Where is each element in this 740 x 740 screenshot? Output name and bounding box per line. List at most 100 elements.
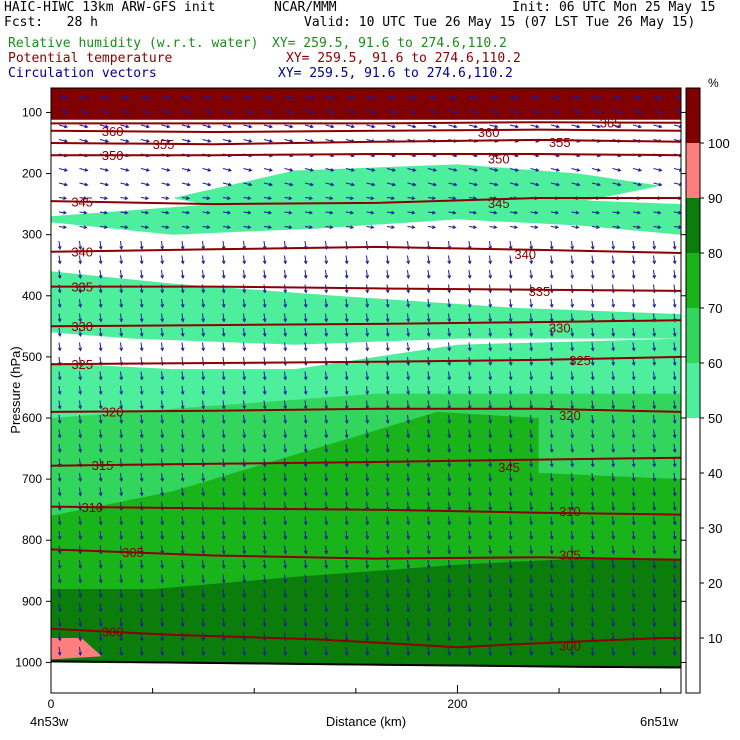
wind-vector xyxy=(99,574,102,583)
wind-vector xyxy=(202,95,211,99)
wind-vector-head xyxy=(590,652,595,657)
wind-vector-head xyxy=(303,449,308,454)
wind-vector-head xyxy=(283,608,288,613)
wind-vector-head xyxy=(303,304,308,309)
y-tick-label: 400 xyxy=(22,289,42,303)
wind-vector xyxy=(591,226,600,228)
wind-vector-head xyxy=(303,434,308,439)
wind-vector-head xyxy=(467,623,472,628)
wind-vector xyxy=(120,139,129,142)
wind-vector-head xyxy=(139,275,144,280)
wind-vector xyxy=(550,487,553,496)
wind-vector xyxy=(427,110,437,113)
wind-vector-head xyxy=(262,376,267,381)
wind-vector xyxy=(222,95,232,99)
wind-vector-head xyxy=(303,275,308,280)
wind-vector xyxy=(448,632,450,641)
wind-vector-head xyxy=(406,260,411,265)
wind-vector xyxy=(407,182,416,186)
wind-vector xyxy=(632,298,635,308)
wind-vector xyxy=(591,501,594,511)
wind-vector-head xyxy=(447,478,452,483)
wind-vector xyxy=(345,429,348,438)
wind-vector-head xyxy=(242,652,247,657)
wind-vector xyxy=(304,646,307,656)
wind-vector-head xyxy=(78,565,83,570)
wind-vector xyxy=(325,429,327,438)
wind-vector-head xyxy=(160,434,165,439)
wind-vector xyxy=(591,240,594,250)
wind-vector-head xyxy=(631,652,636,657)
wind-vector-head xyxy=(672,521,677,526)
wind-vector xyxy=(222,559,225,569)
wind-vector xyxy=(263,95,273,99)
wind-vector-head xyxy=(57,376,62,381)
wind-vector-head xyxy=(324,333,329,338)
wind-vector xyxy=(673,545,676,554)
wind-vector-head xyxy=(248,124,253,129)
wind-vector-head xyxy=(242,420,247,425)
wind-vector-head xyxy=(611,478,616,483)
wind-vector-head xyxy=(221,536,226,541)
wind-vector-head xyxy=(570,565,575,570)
wind-vector-head xyxy=(467,463,472,468)
wind-vector-head xyxy=(201,420,206,425)
wind-vector xyxy=(550,298,553,308)
wind-vector xyxy=(263,429,266,438)
wind-vector xyxy=(58,226,67,228)
wind-vector xyxy=(632,588,635,598)
wind-vector-head xyxy=(570,463,575,468)
wind-vector xyxy=(99,617,102,627)
wind-vector xyxy=(181,255,184,264)
wind-vector-head xyxy=(63,182,69,187)
wind-vector xyxy=(304,255,307,264)
wind-vector xyxy=(99,472,102,482)
wind-vector-head xyxy=(160,376,165,381)
wind-vector xyxy=(427,414,430,424)
wind-vector xyxy=(140,269,143,279)
wind-vector-head xyxy=(283,521,288,526)
field-theta-label: Potential temperature xyxy=(8,51,173,66)
wind-vector xyxy=(653,574,655,583)
isentrope-label: 345 xyxy=(498,460,520,475)
wind-vector-head xyxy=(535,168,540,172)
wind-vector-head xyxy=(535,110,540,114)
wind-vector-head xyxy=(637,110,643,114)
wind-vector xyxy=(427,501,430,511)
wind-vector xyxy=(632,385,635,395)
wind-vector-head xyxy=(283,623,288,628)
wind-vector-head xyxy=(98,579,103,584)
wind-vector-head xyxy=(344,304,349,309)
isentrope-label: 305 xyxy=(559,547,581,562)
wind-vector xyxy=(653,182,662,186)
wind-vector xyxy=(161,646,163,656)
wind-vector xyxy=(427,95,437,99)
wind-vector-head xyxy=(672,565,677,570)
wind-vector xyxy=(509,327,512,337)
wind-vector-head xyxy=(57,420,62,425)
wind-vector-head xyxy=(631,579,636,584)
wind-vector-head xyxy=(78,347,83,352)
wind-vector-head xyxy=(611,260,616,265)
wind-vector-head xyxy=(549,579,554,584)
wind-vector xyxy=(407,501,409,511)
wind-vector xyxy=(181,226,190,228)
wind-vector xyxy=(427,487,430,496)
wind-vector xyxy=(345,545,348,554)
wind-vector xyxy=(550,516,553,525)
wind-vector xyxy=(571,501,573,511)
wind-vector xyxy=(489,298,491,308)
wind-vector xyxy=(120,226,128,228)
wind-vector xyxy=(99,197,108,199)
wind-vector-head xyxy=(406,579,411,584)
wind-vector-head xyxy=(262,550,267,555)
wind-vector xyxy=(120,269,122,279)
wind-vector-head xyxy=(385,536,390,541)
isentrope-label: 315 xyxy=(92,458,114,473)
wind-vector-head xyxy=(324,536,329,541)
wind-vector-head xyxy=(303,550,308,555)
wind-vector xyxy=(58,414,61,424)
wind-vector-head xyxy=(242,608,247,613)
wind-vector xyxy=(284,603,286,612)
wind-vector xyxy=(530,269,532,279)
